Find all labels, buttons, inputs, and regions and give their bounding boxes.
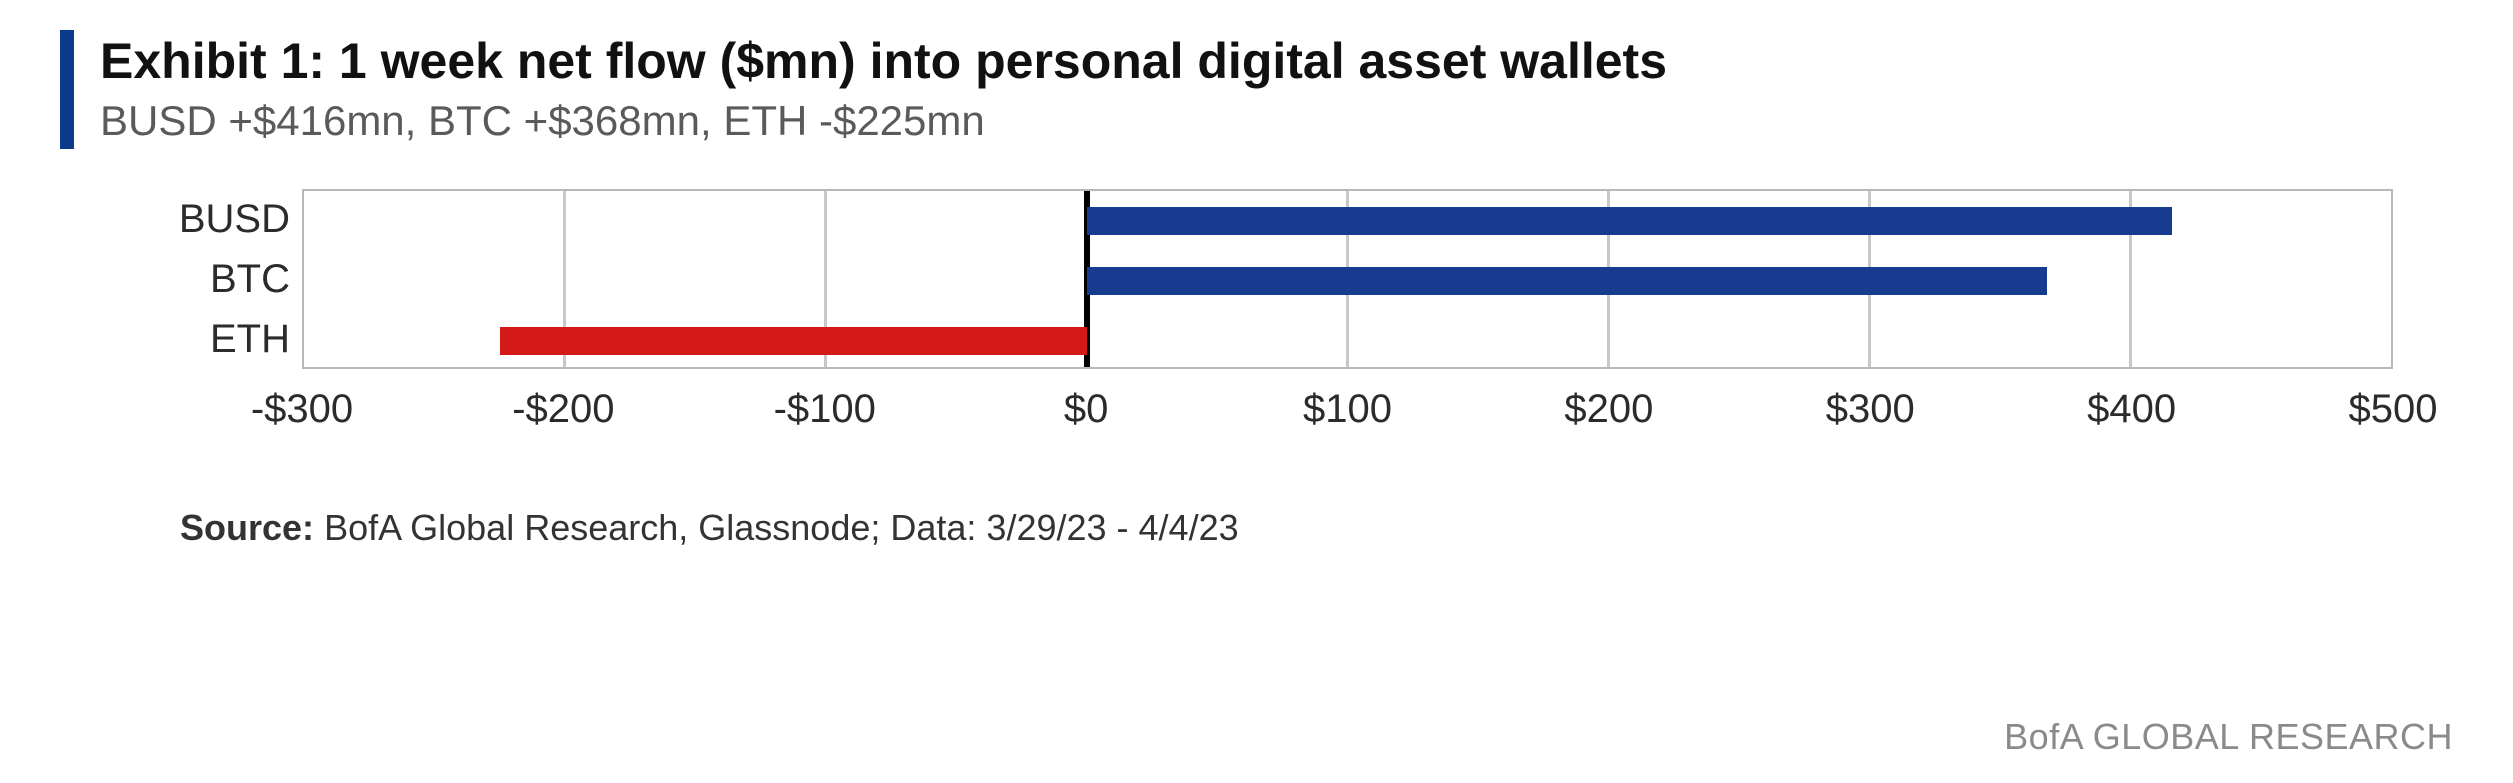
plot-area: [302, 189, 2393, 369]
x-label: $200: [1564, 387, 1653, 432]
header-block: Exhibit 1: 1 week net flow ($mn) into pe…: [60, 30, 2453, 149]
x-axis-labels: -$300-$200-$100$0$100$200$300$400$500: [302, 387, 2393, 437]
x-label: $0: [1064, 387, 1109, 432]
exhibit-container: Exhibit 1: 1 week net flow ($mn) into pe…: [0, 0, 2513, 783]
exhibit-title: Exhibit 1: 1 week net flow ($mn) into pe…: [100, 30, 1667, 93]
x-label: -$300: [251, 387, 353, 432]
x-label: $400: [2087, 387, 2176, 432]
attribution: BofA GLOBAL RESEARCH: [2004, 716, 2453, 758]
x-label: $100: [1303, 387, 1392, 432]
bar: [1087, 207, 2172, 235]
chart: BUSDBTCETH -$300 -$200 -$100 $0 $100 $200 $300…: [170, 189, 2393, 437]
y-label: BUSD: [170, 189, 290, 249]
bar: [1087, 267, 2047, 295]
y-axis-labels: BUSDBTCETH: [170, 189, 302, 369]
x-label: -$200: [512, 387, 614, 432]
y-label: BTC: [170, 249, 290, 309]
x-label: $300: [1826, 387, 1915, 432]
y-label: ETH: [170, 309, 290, 369]
x-label: -$100: [774, 387, 876, 432]
source-text: BofA Global Research, Glassnode; Data: 3…: [324, 507, 1239, 548]
bar: [500, 327, 1087, 355]
source-label: Source:: [180, 507, 314, 548]
chart-row: BUSDBTCETH: [170, 189, 2393, 369]
accent-bar: [60, 30, 74, 149]
x-axis: -$300-$200-$100$0$100$200$300$400$500: [170, 387, 2393, 437]
exhibit-subtitle: BUSD +$416mn, BTC +$368mn, ETH -$225mn: [100, 93, 1667, 150]
source-line: Source: BofA Global Research, Glassnode;…: [180, 507, 2453, 549]
x-label: $500: [2349, 387, 2438, 432]
titles: Exhibit 1: 1 week net flow ($mn) into pe…: [100, 30, 1667, 149]
